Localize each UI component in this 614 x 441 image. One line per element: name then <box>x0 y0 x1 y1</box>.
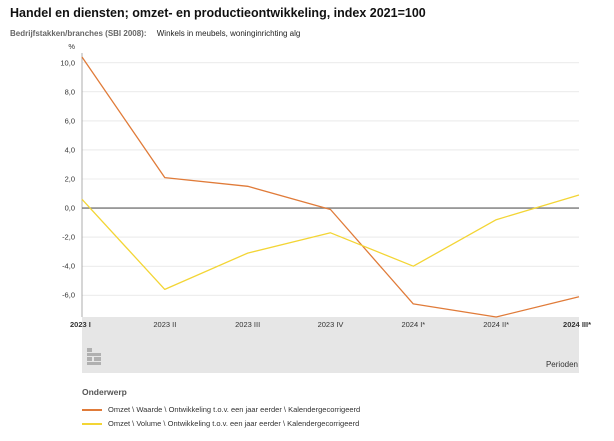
legend-label: Omzet \ Waarde \ Ontwikkeling t.o.v. een… <box>108 405 361 414</box>
x-tick-label: 2023 I <box>70 320 91 329</box>
filter-label: Bedrijfstakken/branches (SBI 2008): <box>10 29 147 38</box>
chart-title: Handel en diensten; omzet- en productieo… <box>10 6 426 20</box>
legend-swatch <box>82 408 102 411</box>
x-tick-label: 2023 III <box>235 320 260 329</box>
y-tick-label: -4,0 <box>62 262 75 271</box>
x-tick-label: 2024 II* <box>483 320 509 329</box>
legend-swatch <box>82 422 102 425</box>
x-axis-band <box>82 317 579 373</box>
x-axis-title: Perioden <box>545 360 578 369</box>
filter-value[interactable]: Winkels in meubels, woninginrichting alg <box>156 29 301 38</box>
legend-label: Omzet \ Volume \ Ontwikkeling t.o.v. een… <box>108 419 360 428</box>
x-tick-label: 2023 IV <box>318 320 344 329</box>
y-tick-label: 10,0 <box>60 58 75 67</box>
x-tick-label: 2024 III* <box>563 320 591 329</box>
y-tick-label: 2,0 <box>65 175 75 184</box>
legend-title: Onderwerp <box>82 387 127 397</box>
x-tick-label: 2024 I* <box>401 320 425 329</box>
y-tick-label: 8,0 <box>65 87 75 96</box>
y-tick-label: 4,0 <box>65 145 75 154</box>
legend-item[interactable]: Omzet \ Volume \ Ontwikkeling t.o.v. een… <box>82 419 359 428</box>
x-tick-label: 2023 II <box>153 320 176 329</box>
y-tick-label: 0,0 <box>65 204 75 213</box>
y-tick-label: -2,0 <box>62 233 75 242</box>
y-tick-label: -6,0 <box>62 291 75 300</box>
series-line-2 <box>81 194 580 291</box>
y-axis-unit: % <box>68 42 75 51</box>
filter-row[interactable]: Bedrijfstakken/branches (SBI 2008): Wink… <box>10 29 300 38</box>
series-line-1 <box>81 56 580 318</box>
y-tick-label: 6,0 <box>65 116 75 125</box>
legend-item[interactable]: Omzet \ Waarde \ Ontwikkeling t.o.v. een… <box>82 405 360 414</box>
cbs-logo-icon <box>85 347 103 372</box>
